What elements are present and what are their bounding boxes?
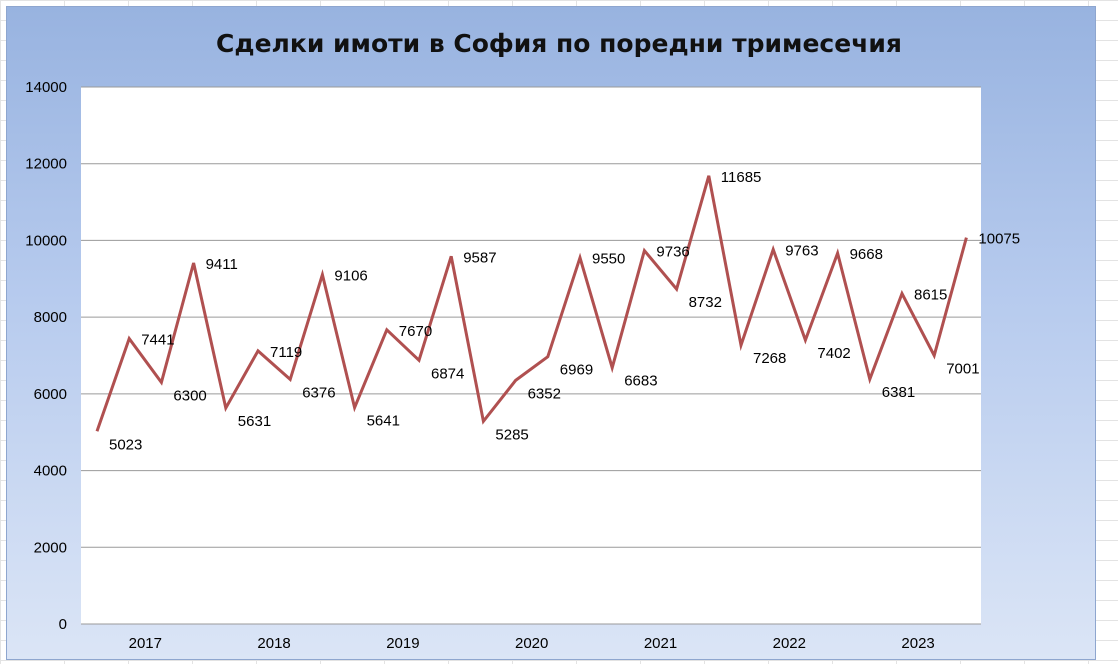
data-label: 7441 [141, 332, 174, 349]
data-label: 5641 [367, 413, 400, 430]
data-label: 6874 [431, 365, 464, 382]
data-label: 9411 [206, 256, 238, 273]
data-label: 9106 [334, 268, 367, 285]
data-label: 8732 [689, 294, 722, 311]
x-axis-year-labels: 2017 2018 2019 2020 2021 2022 2023 [129, 635, 935, 652]
x-tick-label: 2017 [129, 635, 162, 652]
x-tick-label: 2022 [773, 635, 806, 652]
data-label: 8615 [914, 287, 947, 304]
series-line-group [95, 175, 968, 432]
data-label: 6969 [560, 362, 593, 379]
line-chart: Сделки имоти в София по поредни тримесеч… [25, 29, 1020, 652]
x-tick-label: 2018 [257, 635, 290, 652]
data-labels: 5023 7441 6300 9411 5631 7119 6376 9106 5641 7670… [109, 169, 1020, 454]
data-label: 5023 [109, 436, 142, 453]
data-label: 6300 [173, 387, 206, 404]
data-label: 9668 [850, 246, 883, 263]
x-tick-label: 2019 [386, 635, 419, 652]
y-tick-label: 6000 [34, 386, 67, 403]
data-label: 6683 [624, 373, 657, 390]
data-label: 9736 [656, 244, 689, 261]
y-tick-label: 12000 [25, 156, 67, 173]
chart-area[interactable]: Сделки имоти в София по поредни тримесеч… [6, 6, 1096, 660]
x-tick-label: 2021 [644, 635, 677, 652]
data-label: 9587 [463, 249, 496, 266]
data-label: 7670 [399, 323, 432, 340]
y-axis-ticks: 0 2000 4000 6000 8000 10000 12000 14000 [25, 79, 67, 633]
data-label: 9763 [785, 243, 818, 260]
x-tick-label: 2020 [515, 635, 548, 652]
data-label: 5285 [495, 426, 528, 443]
data-label: 6381 [882, 384, 915, 401]
data-label: 7001 [946, 360, 979, 377]
y-tick-label: 10000 [25, 232, 67, 249]
data-label: 6376 [302, 384, 335, 401]
chart-title: Сделки имоти в София по поредни тримесеч… [216, 29, 902, 58]
y-tick-label: 2000 [34, 539, 67, 556]
data-label: 5631 [238, 413, 271, 430]
data-label: 6352 [528, 385, 561, 402]
series-line [95, 175, 968, 432]
data-label: 7402 [817, 345, 850, 362]
data-label: 10075 [978, 231, 1020, 248]
y-tick-label: 8000 [34, 309, 67, 326]
y-tick-label: 4000 [34, 463, 67, 480]
x-tick-label: 2023 [901, 635, 934, 652]
data-label: 9550 [592, 251, 625, 268]
gridlines [81, 86, 981, 625]
data-label: 7268 [753, 350, 786, 367]
data-label: 11685 [721, 169, 762, 186]
plot-area [81, 87, 981, 624]
y-tick-label: 14000 [25, 79, 67, 96]
y-tick-label: 0 [59, 616, 67, 633]
data-label: 7119 [270, 344, 302, 361]
